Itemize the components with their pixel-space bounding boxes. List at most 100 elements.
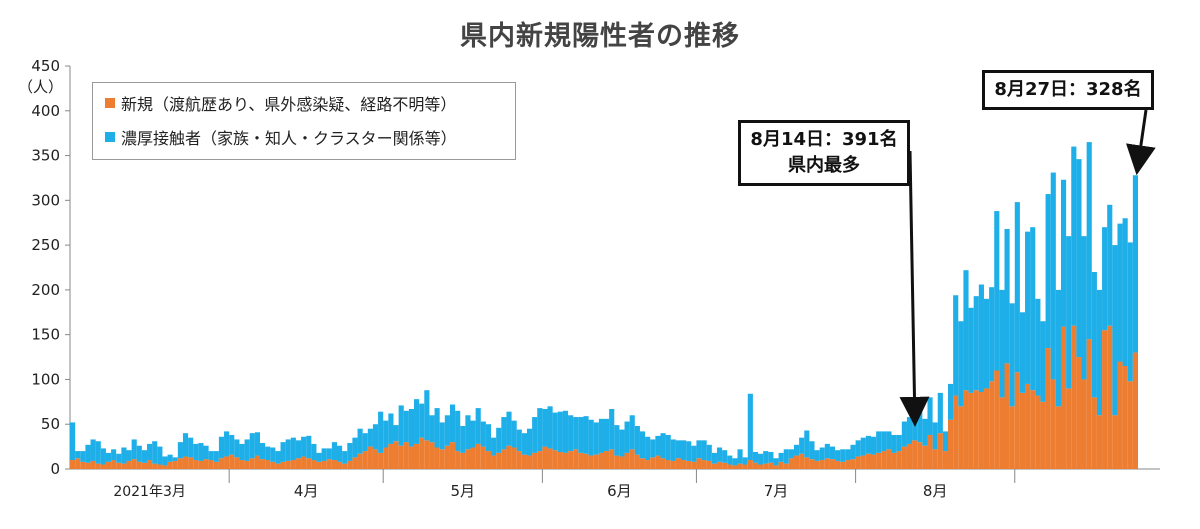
bar-new bbox=[763, 463, 769, 469]
bar-new bbox=[588, 455, 594, 469]
bar-new bbox=[716, 461, 723, 469]
bar-new bbox=[994, 370, 1000, 469]
bar-new bbox=[973, 390, 979, 469]
bar-new bbox=[768, 462, 774, 469]
bar-contact bbox=[763, 451, 769, 464]
bar-new bbox=[835, 460, 841, 469]
x-tick-label: 2021年3月 bbox=[113, 484, 186, 500]
bar-new bbox=[362, 451, 368, 469]
bar-new bbox=[583, 453, 589, 469]
bar-contact bbox=[593, 422, 599, 455]
peak-arrow bbox=[899, 150, 930, 427]
bar-new bbox=[711, 463, 717, 469]
bar-contact bbox=[188, 437, 194, 458]
peak-callout: 8月14日：391名 県内最多 bbox=[738, 120, 910, 186]
bar-new bbox=[1117, 361, 1123, 469]
bar-contact bbox=[1107, 204, 1113, 326]
bar-contact bbox=[485, 424, 492, 452]
bar-new bbox=[906, 443, 913, 469]
bar-contact bbox=[491, 437, 497, 456]
bar-new bbox=[593, 454, 599, 469]
bar-new bbox=[100, 464, 106, 469]
bar-new bbox=[604, 451, 610, 469]
bar-contact bbox=[408, 409, 415, 447]
bar-contact bbox=[182, 433, 189, 457]
bar-new bbox=[845, 460, 851, 469]
bar-new bbox=[321, 460, 327, 469]
bar-new bbox=[75, 458, 81, 469]
bar-new bbox=[126, 460, 132, 469]
bar-contact bbox=[460, 426, 466, 453]
bar-contact bbox=[259, 443, 266, 460]
legend-label-new: 新規（渡航歴あり、県外感染疑、経路不明等） bbox=[121, 95, 457, 114]
bar-contact bbox=[840, 449, 846, 462]
bar-contact bbox=[526, 428, 533, 456]
bar-contact bbox=[711, 452, 717, 464]
bar-new bbox=[295, 458, 302, 469]
bar-new bbox=[573, 449, 579, 469]
bar-contact bbox=[573, 417, 579, 450]
bar-contact bbox=[562, 410, 569, 453]
bar-contact bbox=[557, 411, 563, 452]
bar-new bbox=[105, 461, 112, 469]
bar-new bbox=[989, 381, 995, 469]
bar-contact bbox=[1071, 146, 1077, 326]
bar-contact bbox=[270, 447, 276, 462]
bar-new bbox=[1035, 395, 1041, 469]
bar-new bbox=[244, 460, 250, 469]
bar-contact bbox=[958, 321, 964, 407]
bar-contact bbox=[655, 435, 661, 456]
bar-contact bbox=[973, 296, 979, 391]
bar-contact bbox=[752, 451, 759, 463]
chart-title: 県内新規陽性者の推移 bbox=[460, 21, 740, 52]
bar-new bbox=[342, 463, 348, 469]
bar-new bbox=[439, 449, 445, 469]
bar-contact bbox=[1112, 245, 1118, 416]
bar-new bbox=[259, 459, 266, 469]
bar-new bbox=[850, 459, 856, 469]
bar-new bbox=[624, 452, 630, 469]
latest-arrow bbox=[1126, 109, 1156, 176]
bar-contact bbox=[285, 439, 291, 461]
bar-new bbox=[1055, 406, 1061, 469]
bar-new bbox=[773, 465, 779, 469]
bar-contact bbox=[891, 434, 897, 453]
bar-new bbox=[331, 460, 337, 469]
bar-new bbox=[1025, 383, 1031, 469]
y-tick-label: 50 bbox=[41, 415, 60, 433]
bar-contact bbox=[983, 298, 990, 389]
bar-contact bbox=[963, 270, 969, 391]
bar-new bbox=[619, 456, 625, 469]
bar-new bbox=[963, 390, 969, 469]
bar-new bbox=[809, 459, 815, 469]
bar-contact bbox=[578, 417, 584, 453]
bar-contact bbox=[701, 440, 707, 461]
y-tick-label: 250 bbox=[31, 236, 60, 254]
bar-contact bbox=[537, 408, 543, 452]
bar-contact bbox=[609, 409, 615, 450]
bar-contact bbox=[147, 443, 153, 461]
bar-new bbox=[239, 460, 245, 469]
bar-contact bbox=[275, 451, 281, 464]
bar-new bbox=[419, 437, 425, 469]
bar-new bbox=[896, 451, 902, 469]
bar-new bbox=[1050, 379, 1056, 469]
legend-label-contact: 濃厚接触者（家族・知人・クラスター関係等） bbox=[121, 129, 457, 148]
bar-new bbox=[758, 464, 764, 469]
bar-contact bbox=[758, 453, 764, 465]
bar-new bbox=[552, 450, 558, 469]
bar-new bbox=[562, 452, 569, 469]
bar-new bbox=[290, 460, 296, 469]
bar-new bbox=[136, 461, 142, 469]
bar-new bbox=[650, 457, 656, 469]
bar-contact bbox=[614, 425, 620, 456]
bar-new bbox=[403, 442, 409, 469]
bar-new bbox=[999, 397, 1005, 469]
bar-new bbox=[788, 458, 794, 469]
bar-contact bbox=[357, 428, 363, 454]
bar-contact bbox=[835, 450, 841, 461]
bar-contact bbox=[203, 445, 209, 460]
bar-new bbox=[948, 419, 954, 469]
bar-new bbox=[501, 449, 507, 469]
bar-new bbox=[706, 460, 712, 469]
